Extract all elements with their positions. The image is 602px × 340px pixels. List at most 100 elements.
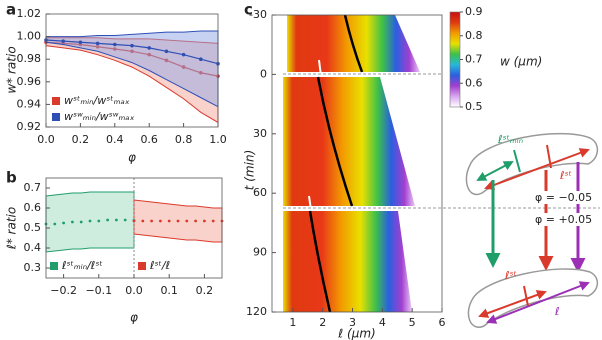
point <box>115 218 118 222</box>
divider <box>513 149 521 173</box>
colorbar-tick-label: 0.8 <box>465 29 483 42</box>
x-tick-label: 0.8 <box>175 133 193 146</box>
y-tick-label: 0.92 <box>17 120 42 133</box>
point <box>88 219 92 223</box>
point <box>61 39 65 43</box>
y-tick-label: 0.7 <box>24 181 42 194</box>
x-axis-label: φ <box>128 151 136 165</box>
y-tick-label: 0.6 <box>24 201 42 214</box>
y-tick-label: 0.98 <box>17 52 42 65</box>
kymo-segment <box>283 211 412 312</box>
y-tick-label: 1.02 <box>17 7 42 20</box>
legend-swatch <box>50 262 58 270</box>
point <box>150 219 154 223</box>
colorbar-label: w (μm) <box>500 55 542 69</box>
x-tick-label: 3 <box>349 316 356 329</box>
cell-outline <box>467 268 599 328</box>
point <box>164 49 169 54</box>
y-axis-label: t (min) <box>243 150 257 191</box>
growth-curve <box>316 76 354 207</box>
point <box>95 41 100 46</box>
panel-label: c <box>244 1 253 19</box>
point <box>194 219 198 223</box>
legend-swatch <box>138 262 146 270</box>
divider <box>546 144 552 169</box>
point <box>79 220 83 224</box>
y-tick-label: 90 <box>253 246 267 259</box>
x-tick-label: 0.2 <box>196 284 214 297</box>
x-tick-label: 1.0 <box>209 133 227 146</box>
y-tick-label: -30 <box>249 8 267 21</box>
y-tick-label: 60 <box>253 186 267 199</box>
point <box>141 219 145 223</box>
point <box>62 221 65 225</box>
y-tick-label: 0.3 <box>24 261 42 274</box>
legend-swatch <box>52 113 60 121</box>
axes-frame <box>271 14 443 313</box>
point <box>113 42 117 47</box>
label-bg <box>530 213 600 226</box>
legend-label: wˢʷₘᵢₙ/wˢʷₘₐₓ <box>64 110 135 123</box>
y-axis-label: w* ratio <box>5 46 19 93</box>
y-tick-label: 0 <box>260 67 267 80</box>
x-tick-label: 6 <box>439 316 446 329</box>
x-tick-label: 0.0 <box>125 284 143 297</box>
legend-label: ℓˢᵗ/ℓ <box>149 259 170 272</box>
cell-diagram: ℓˢᵗₘᵢₙ ℓˢᵗ φ = −0.05 φ = +0.05 ℓˢᵗ ℓ <box>465 132 600 328</box>
x-tick-label: 5 <box>409 316 416 329</box>
x-tick-label: 0.0 <box>37 133 55 146</box>
x-tick-label: 0.2 <box>72 133 90 146</box>
point <box>203 219 206 223</box>
plot <box>44 191 224 253</box>
growth-curve <box>308 210 332 313</box>
y-tick-label: 30 <box>253 127 267 140</box>
x-axis-label: ℓ (μm) <box>337 327 375 340</box>
point <box>181 52 186 57</box>
label: ℓˢᵗₘᵢₙ <box>497 133 523 146</box>
x-tick-label: 0.1 <box>160 284 178 297</box>
point <box>167 219 171 223</box>
arrow <box>484 148 590 190</box>
colorbar-tick-label: 0.5 <box>465 100 483 113</box>
growth-curve <box>343 14 364 73</box>
label: ℓˢᵗ <box>504 269 517 282</box>
y-axis-label: ℓ* ratio <box>5 207 19 250</box>
y-tick-label: 0.94 <box>17 97 42 110</box>
point <box>106 218 109 222</box>
y-tick-label: 0.4 <box>24 241 42 254</box>
point <box>53 222 57 226</box>
x-axis-label: φ <box>130 311 138 325</box>
colorbar-tick-label: 0.6 <box>465 76 483 89</box>
y-tick-label: 0.96 <box>17 75 42 88</box>
kymo-segment <box>283 77 415 206</box>
point <box>71 220 74 224</box>
colorbar <box>449 11 461 108</box>
point <box>211 219 215 223</box>
point <box>159 219 162 223</box>
legend-label: wˢᵗₘᵢₙ/wˢᵗₘₐₓ <box>64 94 130 107</box>
colorbar-tick-label: 0.9 <box>465 5 483 18</box>
y-tick-label: 1.00 <box>17 30 42 43</box>
label-bg <box>530 191 600 204</box>
label: ℓ <box>554 305 560 318</box>
point <box>132 219 136 223</box>
point <box>97 219 101 223</box>
colorbar-tick-label: 0.7 <box>465 53 483 66</box>
x-tick-label: −0.2 <box>50 284 77 297</box>
legend-swatch <box>52 97 60 105</box>
panel-label: b <box>6 169 17 187</box>
point <box>199 57 203 61</box>
x-tick-label: 4 <box>379 316 386 329</box>
y-tick-label: 0.5 <box>24 221 42 234</box>
label: ℓˢᵗ <box>559 169 572 182</box>
point <box>185 219 189 223</box>
y-tick-label: 120 <box>246 305 267 318</box>
x-tick-label: 0.4 <box>106 133 124 146</box>
x-tick-label: 1 <box>289 316 296 329</box>
x-tick-label: 2 <box>319 316 326 329</box>
x-tick-label: −0.1 <box>85 284 112 297</box>
label: φ = −0.05 <box>535 191 592 204</box>
arrow <box>486 281 590 324</box>
point <box>147 46 151 50</box>
